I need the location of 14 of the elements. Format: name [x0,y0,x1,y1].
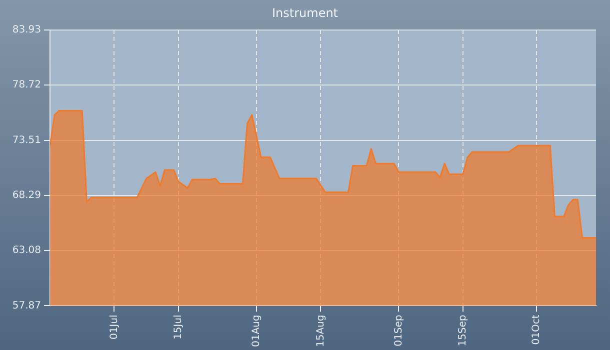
y-tick-label: 68.29 [12,190,41,202]
y-tick-label: 73.51 [12,134,41,146]
x-tick-label: 15Sep [458,314,469,346]
x-tick-label: 01Aug [251,314,262,348]
x-tick-label: 15Jul [173,314,184,340]
x-tick-label: 01Sep [393,314,404,346]
x-tick-label: 01Jul [108,314,120,340]
y-tick-label: 57.87 [12,300,41,312]
y-tick-label: 63.08 [12,245,41,256]
y-tick-label: 78.72 [12,80,41,91]
x-tick-label: 15Aug [315,314,326,348]
y-tick-label: 83.93 [12,24,41,36]
x-tick-label: 01Oct [530,314,542,345]
chart-title: Instrument [270,6,340,20]
